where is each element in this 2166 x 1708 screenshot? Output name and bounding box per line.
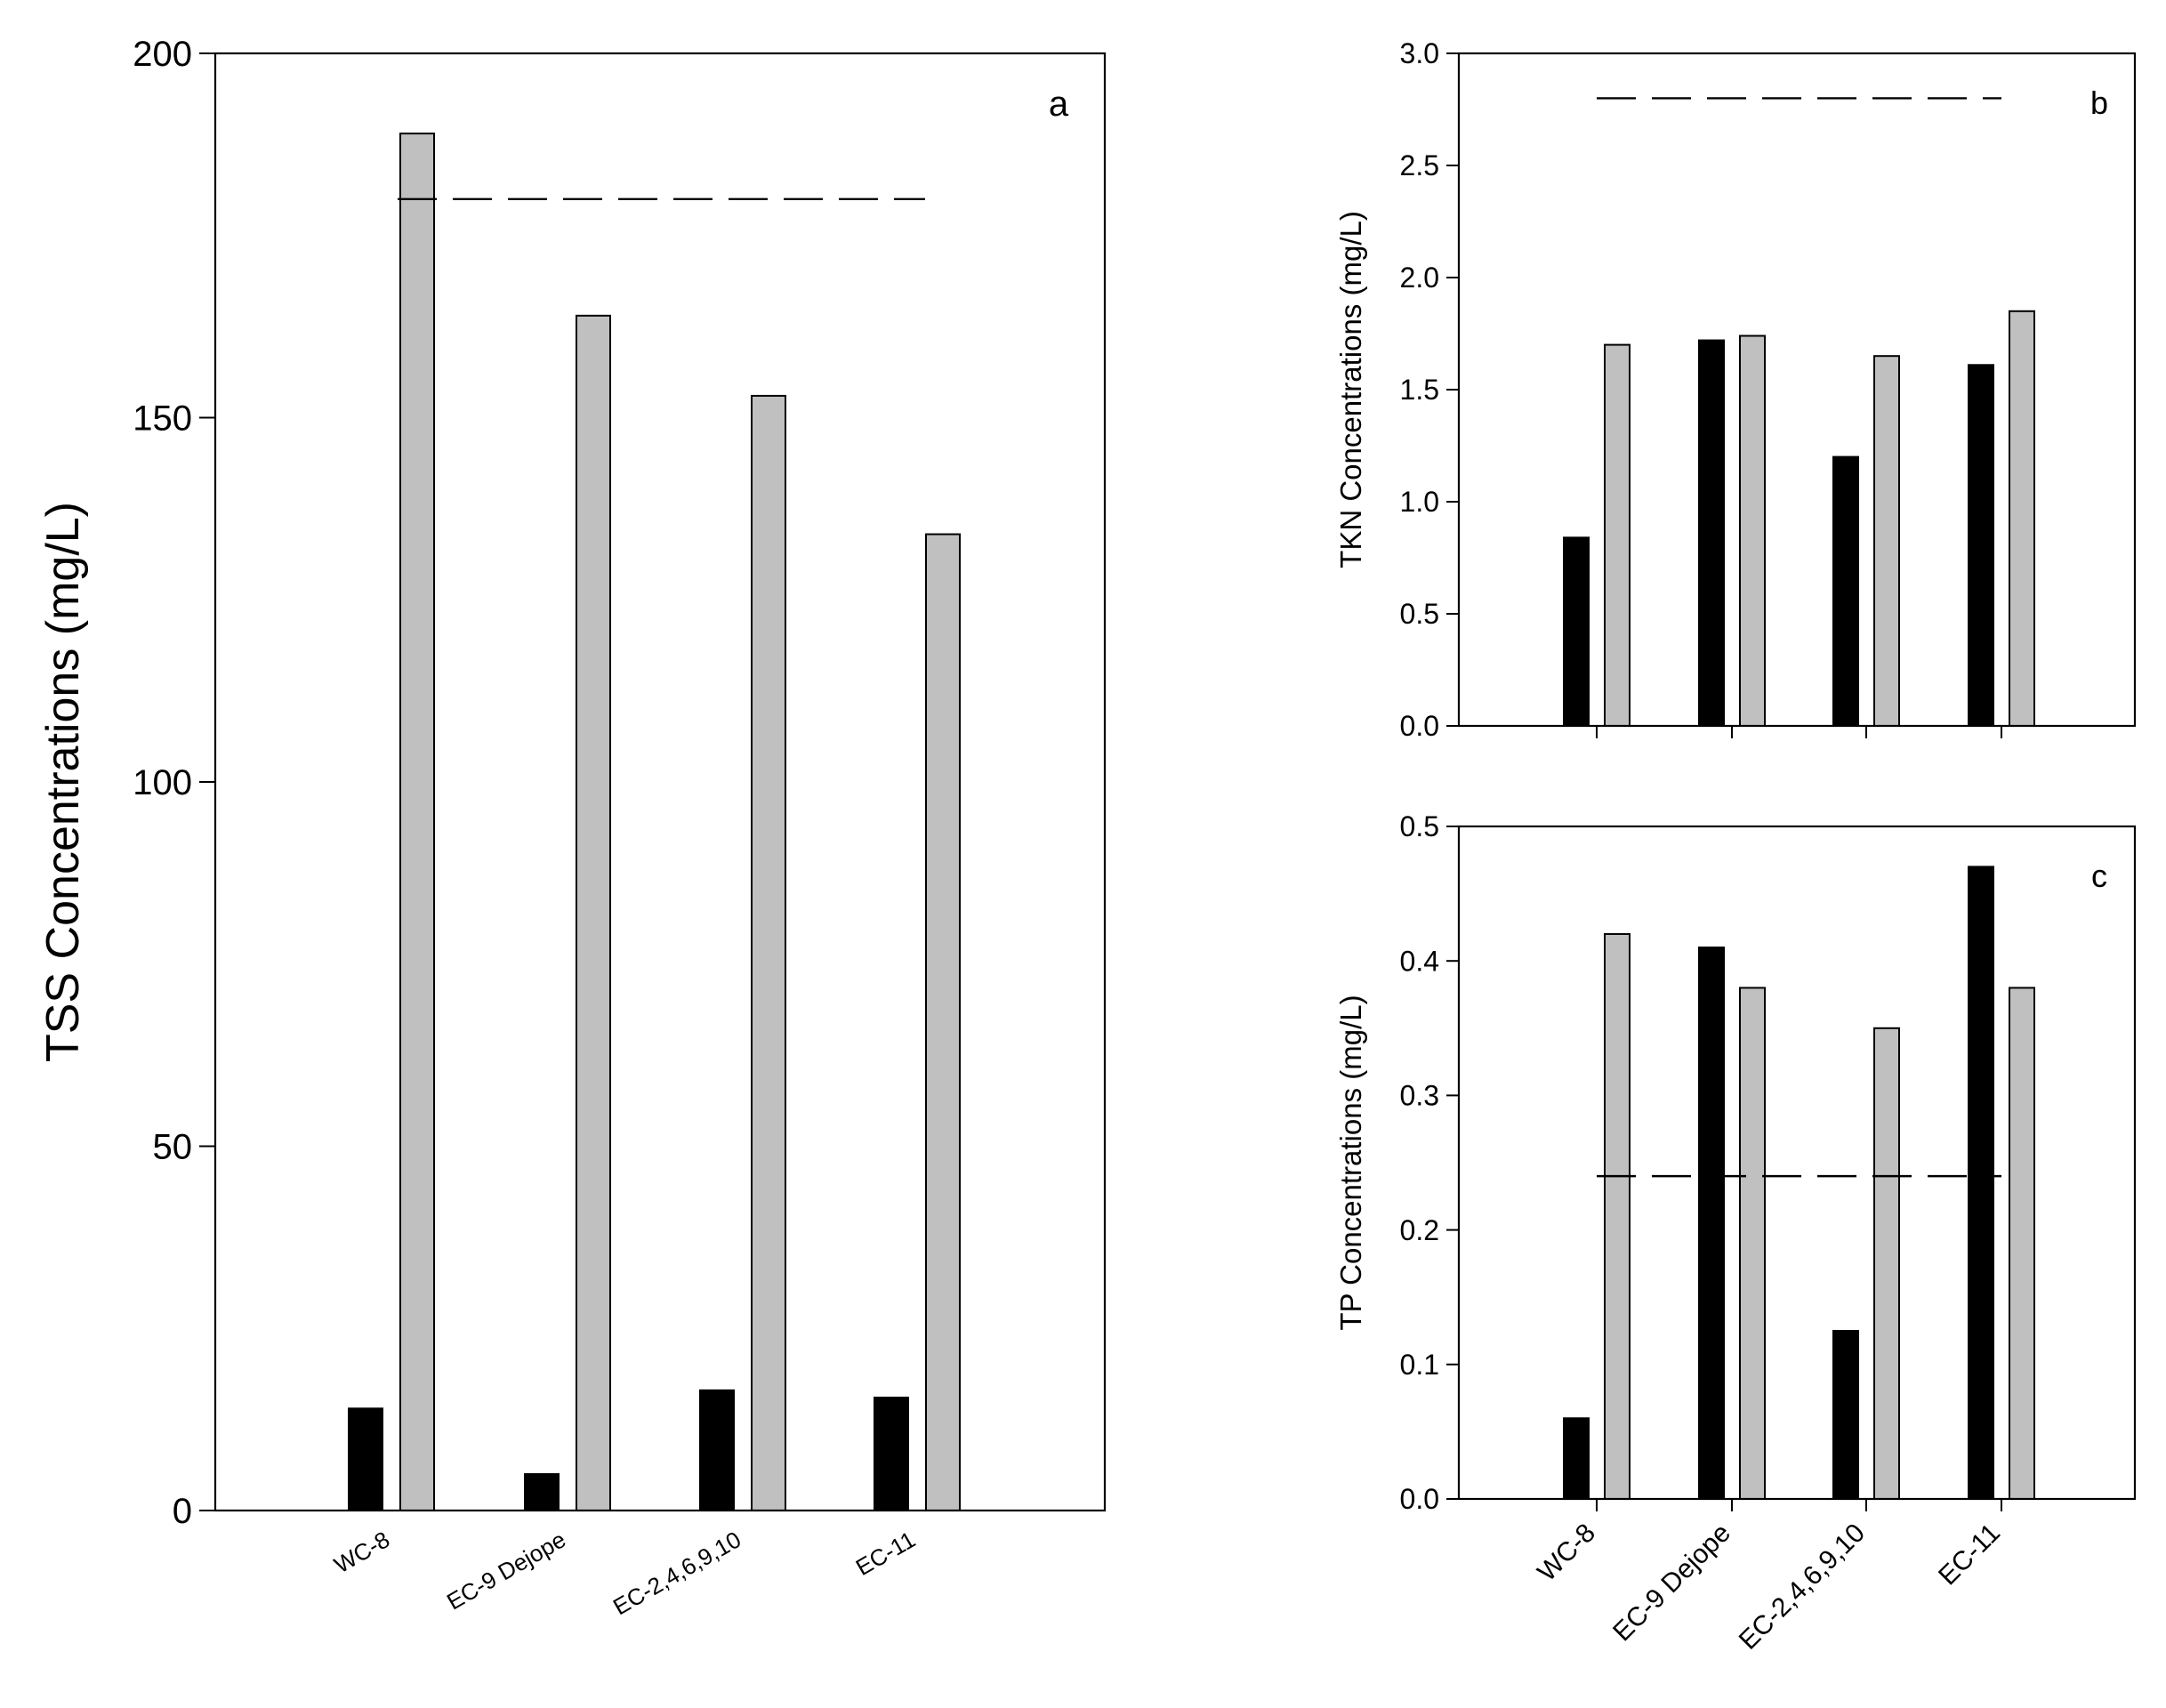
panel-a-bars xyxy=(348,133,961,1512)
panel-a-y-ticks: 0 50 100 150 200 xyxy=(133,35,215,1531)
panel-a-bar-series2-4 xyxy=(925,533,961,1511)
panel-b-bar-series2-4 xyxy=(2009,310,2035,727)
panel-b-y-tick-label: 1.0 xyxy=(1400,486,1439,518)
panel-a-x-tick-label: WC-8 xyxy=(329,1526,394,1578)
panel-c-y-ticks: 0.0 0.1 0.2 0.3 0.4 0.5 xyxy=(1400,810,1459,1515)
panel-c-y-tick-label: 0.2 xyxy=(1400,1214,1439,1246)
panel-a-y-tick-label: 150 xyxy=(133,399,192,439)
panel-a-y-tick-label: 100 xyxy=(133,763,192,802)
panel-a-bar-series2-3 xyxy=(751,394,786,1511)
panel-b-bar-series1-4 xyxy=(1968,364,1994,727)
panel-b-bar-series2-1 xyxy=(1604,343,1631,727)
panel-c-bar-series2-2 xyxy=(1739,987,1766,1500)
panel-b-bar-series1-3 xyxy=(1832,455,1859,727)
panel-a-bar-series1-3 xyxy=(699,1389,735,1511)
panel-a-y-tick-label: 200 xyxy=(133,35,192,74)
panel-b-y-axis-label: TKN Concentrations (mg/L) xyxy=(1334,211,1367,568)
panel-b-label: b xyxy=(2090,85,2108,121)
panel-c-bars xyxy=(1563,866,2035,1501)
panel-a-x-tick-label: EC-11 xyxy=(851,1526,920,1581)
panel-c-bar-series1-2 xyxy=(1698,947,1725,1500)
panel-a-x-ticks: WC-8 EC-9 Dejope EC-2,4,6,9,10 EC-11 xyxy=(329,1526,920,1620)
panel-c-x-tick-label: EC-2,4,6,9,10 xyxy=(1734,1519,1871,1656)
panel-b-bar-series2-2 xyxy=(1739,334,1766,727)
panel-a-bar-series1-4 xyxy=(874,1397,909,1512)
panel-a-bar-series2-2 xyxy=(576,314,611,1512)
panel-a-y-tick-label: 50 xyxy=(153,1128,193,1167)
panel-a-y-tick-label: 0 xyxy=(173,1492,192,1531)
panel-c-y-tick-label: 0.0 xyxy=(1400,1483,1439,1515)
panel-b: 0.0 0.5 1.0 1.5 2.0 2.5 3.0 b TKN Concentratio… xyxy=(1334,37,2137,742)
panel-a-x-tick-label: EC-9 Dejope xyxy=(442,1526,570,1615)
panel-a-bar-series1-2 xyxy=(524,1473,560,1512)
panel-c-bar-series2-3 xyxy=(1873,1027,1900,1501)
panel-a: 0 50 100 150 200 WC-8 EC-9 Dejope EC-2,4,6,9,1… xyxy=(37,35,1107,1620)
panel-b-y-ticks: 0.0 0.5 1.0 1.5 2.0 2.5 3.0 xyxy=(1400,37,1459,742)
panel-c-bar-series1-4 xyxy=(1968,866,1994,1500)
panel-b-bar-series1-1 xyxy=(1563,536,1590,727)
panel-c-y-axis-label: TP Concentrations (mg/L) xyxy=(1334,995,1367,1330)
panel-b-y-tick-label: 0.5 xyxy=(1400,598,1439,630)
panel-c-label: c xyxy=(2091,858,2107,894)
panel-b-y-tick-label: 0.0 xyxy=(1400,710,1439,742)
panel-b-y-tick-label: 2.0 xyxy=(1400,262,1439,294)
panel-b-x-ticks xyxy=(1596,726,2002,738)
panel-a-label: a xyxy=(1049,85,1069,124)
panel-c-frame xyxy=(1457,825,2137,1501)
panel-c-bar-series1-1 xyxy=(1563,1417,1590,1501)
panel-a-bar-series1-1 xyxy=(348,1407,383,1511)
panel-c: 0.0 0.1 0.2 0.3 0.4 0.5 WC-8 EC-9 DejopeEC-2,4… xyxy=(1334,810,2137,1656)
panel-b-bar-series1-2 xyxy=(1698,339,1725,727)
panel-c-bar-series2-1 xyxy=(1604,932,1631,1500)
panel-c-y-tick-label: 0.4 xyxy=(1400,945,1439,977)
panel-a-frame xyxy=(213,52,1107,1512)
panel-c-y-tick-label: 0.5 xyxy=(1400,810,1439,842)
panel-c-x-tick-label: EC-11 xyxy=(1933,1519,2006,1591)
panel-c-x-tick-label: EC-9 Dejope xyxy=(1607,1519,1736,1648)
panel-b-bars xyxy=(1563,310,2035,727)
panel-c-bar-series2-4 xyxy=(2009,987,2035,1500)
panel-b-y-tick-label: 1.5 xyxy=(1400,374,1439,406)
panel-a-bar-series2-1 xyxy=(399,133,435,1512)
panel-a-x-tick-label: EC-2,4,6,9,10 xyxy=(608,1526,745,1620)
panel-c-y-tick-label: 0.3 xyxy=(1400,1080,1439,1112)
panel-a-y-axis-label: TSS Concentrations (mg/L) xyxy=(37,502,89,1062)
panel-b-y-tick-label: 3.0 xyxy=(1400,37,1439,69)
panel-c-x-tick-label: WC-8 xyxy=(1532,1519,1601,1588)
panel-b-bar-series2-3 xyxy=(1873,355,1900,727)
panel-c-bar-series1-3 xyxy=(1832,1330,1859,1500)
panel-b-y-tick-label: 2.5 xyxy=(1400,149,1439,181)
panel-c-y-tick-label: 0.1 xyxy=(1400,1349,1439,1381)
